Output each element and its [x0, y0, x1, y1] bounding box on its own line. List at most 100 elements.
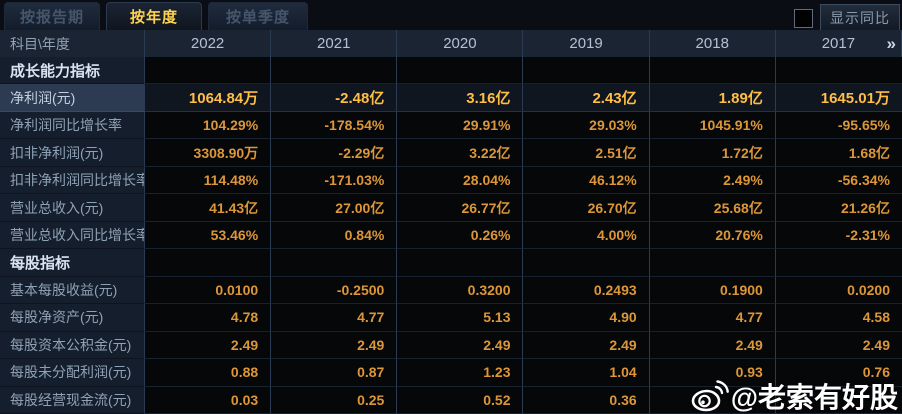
cell-value: 2.49: [649, 331, 776, 360]
cell-value: 4.77: [649, 304, 776, 332]
cell-value: 0.25: [271, 386, 398, 414]
row-label: 扣非净利润(元): [0, 139, 145, 167]
cell-value: [649, 57, 776, 85]
cell-value: -178.54%: [271, 111, 398, 140]
row-label: 每股经营现金流(元): [0, 386, 145, 414]
cell-value: -171.03%: [271, 166, 398, 195]
year-column-header[interactable]: 2018: [650, 30, 776, 57]
cell-value: 3.16亿: [397, 84, 524, 112]
tab-by-report-period[interactable]: 按报告期: [4, 2, 100, 30]
cell-value: 0.52: [397, 386, 524, 414]
row-label: 净利润同比增长率: [0, 111, 145, 140]
cell-value: 0.03: [145, 386, 272, 414]
cell-value: 3308.90万: [145, 139, 272, 167]
table-row: 营业总收入同比增长率 53.46% 0.84% 0.26% 4.00% 20.76% -2.…: [0, 221, 902, 250]
more-columns-icon[interactable]: »: [886, 33, 896, 53]
row-label: 每股未分配利润(元): [0, 359, 145, 387]
year-column-header[interactable]: 2021: [271, 30, 398, 57]
cell-value: 20.76%: [649, 221, 776, 250]
cell-value: [649, 386, 776, 414]
year-column-header[interactable]: 2017: [776, 30, 902, 57]
period-tabbar: 按报告期 按年度 按单季度 显示同比: [0, 0, 902, 32]
cell-value: 0.88: [145, 359, 272, 387]
cell-value: 114.48%: [145, 166, 272, 195]
cell-value: -2.29亿: [271, 139, 398, 167]
cell-value: 0.26%: [397, 221, 524, 250]
cell-value: 29.03%: [523, 111, 650, 140]
section-header-row: 每股指标: [0, 249, 902, 277]
row-label: 净利润(元): [0, 84, 145, 112]
cell-value: 2.51亿: [523, 139, 650, 167]
cell-value: 0.0200: [775, 276, 902, 305]
cell-value: [145, 57, 272, 85]
cell-value: 2.49: [145, 331, 272, 360]
cell-value: 1.72亿: [649, 139, 776, 167]
section-header-row: 成长能力指标: [0, 57, 902, 85]
financial-table: 科目\年度 2022 2021 2020 2019 2018 2017» 成长能力指标 净利…: [0, 30, 902, 414]
cell-value: 27.00亿: [271, 194, 398, 222]
cell-value: [523, 249, 650, 277]
cell-value: 5.13: [397, 304, 524, 332]
row-label: 营业总收入(元): [0, 194, 145, 222]
cell-value: 4.00%: [523, 221, 650, 250]
cell-value: 1.89亿: [649, 84, 776, 112]
show-yoy-label[interactable]: 显示同比: [820, 4, 900, 32]
table-row: 基本每股收益(元) 0.0100 -0.2500 0.3200 0.2493 0.1900…: [0, 276, 902, 305]
cell-value: -56.34%: [775, 166, 902, 195]
tab-by-single-quarter[interactable]: 按单季度: [208, 2, 308, 30]
cell-value: -2.48亿: [271, 84, 398, 112]
table-row: 每股未分配利润(元) 0.88 0.87 1.23 1.04 0.93 0.76: [0, 359, 902, 387]
cell-value: 0.0100: [145, 276, 272, 305]
row-label: 每股资本公积金(元): [0, 331, 145, 360]
cell-value: 0.2493: [523, 276, 650, 305]
row-label: 基本每股收益(元): [0, 276, 145, 305]
table-row: 营业总收入(元) 41.43亿 27.00亿 26.77亿 26.70亿 25.68亿 21…: [0, 194, 902, 222]
cell-value: 0.76: [775, 359, 902, 387]
cell-value: 104.29%: [145, 111, 272, 140]
cell-value: 0.1900: [649, 276, 776, 305]
table-row: 每股净资产(元) 4.78 4.77 5.13 4.90 4.77 4.58: [0, 304, 902, 332]
cell-value: 1645.01万: [775, 84, 902, 112]
row-label: 成长能力指标: [0, 57, 145, 85]
cell-value: 28.04%: [397, 166, 524, 195]
year-column-header[interactable]: 2020: [397, 30, 524, 57]
cell-value: 0.36: [523, 386, 650, 414]
row-label: 每股净资产(元): [0, 304, 145, 332]
cell-value: 4.77: [271, 304, 398, 332]
cell-value: 2.43亿: [523, 84, 650, 112]
cell-value: 0.87: [271, 359, 398, 387]
cell-value: 21.26亿: [775, 194, 902, 222]
cell-value: [775, 386, 902, 414]
corner-header: 科目\年度: [0, 30, 145, 57]
cell-value: [523, 57, 650, 85]
tab-by-year[interactable]: 按年度: [106, 2, 202, 30]
cell-value: -2.31%: [775, 221, 902, 250]
row-label: 营业总收入同比增长率: [0, 221, 145, 250]
cell-value: 4.78: [145, 304, 272, 332]
show-yoy-checkbox[interactable]: [794, 8, 813, 28]
cell-value: [271, 57, 398, 85]
table-body: 成长能力指标 净利润(元) 1064.84万 -2.48亿 3.16亿 2.43亿 1.89…: [0, 57, 902, 414]
cell-value: 2.49: [775, 331, 902, 360]
cell-value: [397, 57, 524, 85]
cell-value: [775, 57, 902, 85]
cell-value: 1064.84万: [145, 84, 272, 112]
cell-value: 2.49: [397, 331, 524, 360]
year-column-header[interactable]: 2019: [523, 30, 650, 57]
cell-value: 46.12%: [523, 166, 650, 195]
table-row: 净利润(元) 1064.84万 -2.48亿 3.16亿 2.43亿 1.89亿 1645.…: [0, 84, 902, 112]
cell-value: 41.43亿: [145, 194, 272, 222]
table-header-row: 科目\年度 2022 2021 2020 2019 2018 2017»: [0, 30, 902, 57]
cell-value: 29.91%: [397, 111, 524, 140]
cell-value: [271, 249, 398, 277]
cell-value: 0.3200: [397, 276, 524, 305]
year-column-header[interactable]: 2022: [145, 30, 272, 57]
cell-value: 25.68亿: [649, 194, 776, 222]
cell-value: 1.68亿: [775, 139, 902, 167]
cell-value: 1045.91%: [649, 111, 776, 140]
table-row: 扣非净利润(元) 3308.90万 -2.29亿 3.22亿 2.51亿 1.72亿 1.6…: [0, 139, 902, 167]
table-row: 扣非净利润同比增长率 114.48% -171.03% 28.04% 46.12% 2.4…: [0, 166, 902, 195]
cell-value: -95.65%: [775, 111, 902, 140]
cell-value: -0.2500: [271, 276, 398, 305]
